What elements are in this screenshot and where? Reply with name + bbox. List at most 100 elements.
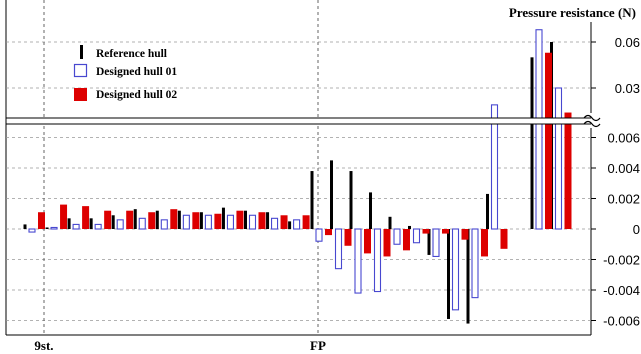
bar-designed-hull-01-14 xyxy=(334,228,343,270)
bar-reference-hull-0 xyxy=(23,224,27,229)
x-marker-label-1: FP xyxy=(310,338,326,353)
bar-designed-hull-02-7 xyxy=(192,212,200,229)
bar-reference-hull-16 xyxy=(369,192,372,229)
bar-designed-hull-01-1 xyxy=(50,226,58,230)
bar-reference-hull-15 xyxy=(349,171,353,229)
bar-designed-hull-01-4 xyxy=(116,219,124,230)
bar-designed-hull-02-12 xyxy=(302,215,310,229)
y-tick-label-lower-2: 0.002 xyxy=(607,192,640,207)
legend-swatch-reference-hull xyxy=(80,45,83,59)
bar-designed-hull-02-23 xyxy=(545,52,552,229)
y-tick-label-lower-1: 0.004 xyxy=(607,161,640,176)
legend-label-designed-hull-01: Designed hull 01 xyxy=(96,66,177,78)
chart-title: Pressure resistance (N) xyxy=(509,5,636,20)
bar-designed-hull-02-8 xyxy=(214,213,222,229)
bar-reference-hull-10 xyxy=(244,210,247,229)
legend-item-designed-hull-01: Designed hull 01 xyxy=(73,63,177,78)
bar-designed-hull-02-14 xyxy=(344,229,352,246)
bar-reference-hull-8 xyxy=(199,212,203,229)
y-tick-label-lower-6: -0.006 xyxy=(603,314,640,329)
bars xyxy=(23,29,572,324)
bar-designed-hull-02-24 xyxy=(564,112,572,229)
y-tick-label-upper-0: 0.06 xyxy=(615,35,640,50)
bar-designed-hull-02-13 xyxy=(325,229,332,236)
bar-designed-hull-01-19 xyxy=(432,228,440,258)
bar-designed-hull-01-2 xyxy=(72,223,80,230)
bar-reference-hull-21 xyxy=(466,229,470,324)
bar-designed-hull-01-15 xyxy=(354,228,362,294)
bar-designed-hull-02-20 xyxy=(461,229,469,240)
legend-swatch-designed-hull-02 xyxy=(74,88,87,101)
bar-reference-hull-7 xyxy=(177,210,181,229)
axis-break-band xyxy=(7,118,590,124)
bar-designed-hull-01-13 xyxy=(315,228,323,242)
bar-designed-hull-01-20 xyxy=(451,228,460,311)
gridlines xyxy=(6,41,591,321)
bar-reference-hull-12 xyxy=(288,221,292,229)
y-tick-label-lower-3: 0 xyxy=(633,222,640,237)
bar-reference-hull-14 xyxy=(330,160,333,229)
bar-designed-hull-02-5 xyxy=(148,212,156,229)
axis-break-wave-bottom xyxy=(583,120,601,128)
bar-reference-hull-1 xyxy=(45,227,49,229)
bar-reference-hull-3 xyxy=(89,218,93,229)
bar-designed-hull-02-2 xyxy=(82,206,90,229)
bar-designed-hull-02-3 xyxy=(104,210,112,229)
bar-designed-hull-02-15 xyxy=(364,229,371,254)
bar-designed-hull-02-11 xyxy=(280,215,288,229)
bar-designed-hull-01-24 xyxy=(554,87,563,230)
bar-designed-hull-02-22 xyxy=(500,229,508,249)
legend-label-designed-hull-02: Designed hull 02 xyxy=(96,89,177,101)
bar-reference-hull-9 xyxy=(221,207,225,229)
bar-reference-hull-19 xyxy=(427,229,431,255)
bar-designed-hull-02-4 xyxy=(126,210,134,229)
bar-designed-hull-01-18 xyxy=(412,228,421,244)
bar-designed-hull-01-6 xyxy=(160,219,168,230)
y-tick-label-lower-0: 0.006 xyxy=(607,131,640,146)
bar-reference-hull-23 xyxy=(530,57,534,230)
axis-break-wave-top xyxy=(583,114,601,122)
bar-reference-hull-2 xyxy=(67,218,71,229)
bar-designed-hull-02-9 xyxy=(236,210,244,229)
bar-designed-hull-02-16 xyxy=(383,229,391,257)
bar-designed-hull-02-17 xyxy=(403,229,410,251)
bar-reference-hull-20 xyxy=(447,229,450,319)
bar-designed-hull-01-5 xyxy=(138,217,146,230)
bar-reference-hull-22 xyxy=(486,193,489,229)
axis-break-symbol xyxy=(6,114,601,128)
legend-item-designed-hull-02: Designed hull 02 xyxy=(74,88,177,101)
bar-designed-hull-02-10 xyxy=(258,212,266,229)
bar-designed-hull-01-7 xyxy=(182,214,190,230)
bar-reference-hull-18 xyxy=(408,225,411,229)
bar-reference-hull-13 xyxy=(310,171,314,229)
bar-reference-hull-4 xyxy=(111,215,115,229)
bar-reference-hull-11 xyxy=(266,212,270,229)
y-tick-labels: 0.06 0.03 0.006 0.004 0.002 0 -0.002 -0.004 -0.0… xyxy=(591,35,640,329)
bar-designed-hull-01-11 xyxy=(270,217,279,230)
bar-designed-hull-01-22 xyxy=(490,104,499,230)
x-marker-lines xyxy=(43,0,319,335)
bar-designed-hull-01-16 xyxy=(373,228,382,293)
y-tick-label-lower-5: -0.004 xyxy=(603,283,640,298)
legend-swatch-designed-hull-01 xyxy=(73,63,88,78)
bar-designed-hull-01-17 xyxy=(393,228,401,245)
bar-designed-hull-01-3 xyxy=(94,223,102,230)
legend: Reference hull Designed hull 01 Designed… xyxy=(73,45,177,101)
y-tick-label-lower-4: -0.002 xyxy=(603,253,640,268)
legend-item-reference-hull: Reference hull xyxy=(80,45,167,60)
x-marker-label-0: 9st. xyxy=(34,338,53,353)
bar-designed-hull-01-0 xyxy=(28,228,36,233)
bar-designed-hull-02-21 xyxy=(481,229,488,257)
bar-designed-hull-01-10 xyxy=(248,214,257,230)
bar-designed-hull-01-8 xyxy=(204,214,212,230)
bar-designed-hull-01-21 xyxy=(471,228,479,299)
y-tick-label-upper-1: 0.03 xyxy=(615,81,640,96)
x-marker-labels: 9st. FP xyxy=(34,338,326,353)
bar-reference-hull-17 xyxy=(388,216,392,229)
bar-reference-hull-5 xyxy=(133,209,137,229)
plot-frame xyxy=(5,0,592,336)
bar-designed-hull-02-18 xyxy=(422,229,430,234)
bar-designed-hull-02-19 xyxy=(442,229,449,234)
bar-designed-hull-01-9 xyxy=(226,214,234,230)
